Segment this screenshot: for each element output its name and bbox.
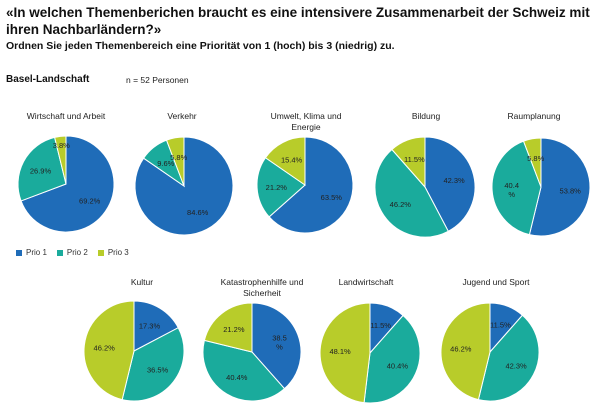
pie-slice-kultur-prio3 bbox=[83, 300, 135, 401]
pie-slice-landwirtschaft-prio3 bbox=[319, 302, 371, 404]
pie-jugend: 11.5% 42.3% 46.2% bbox=[440, 302, 540, 402]
pie-landwirtschaft: 11.5% 40.4% 48.1% bbox=[319, 302, 421, 404]
pie-value-bildung-prio2: 46.2% bbox=[390, 200, 412, 209]
pie-value-wirtschaft-prio3: 3.8% bbox=[53, 141, 70, 150]
pie-slice-umwelt-prio2 bbox=[256, 157, 306, 218]
legend-label-prio1: Prio 1 bbox=[26, 248, 47, 257]
pie-slice-katastrophen-prio2 bbox=[202, 339, 286, 402]
pie-slice-wirtschaft-prio3 bbox=[54, 135, 67, 185]
pie-title-wirtschaft: Wirtschaft und Arbeit bbox=[26, 111, 106, 121]
pie-title-verkehr: Verkehr bbox=[167, 111, 197, 121]
pie-value-kultur-prio3: 46.2% bbox=[94, 343, 116, 352]
pie-value-umwelt-prio2: 21.2% bbox=[266, 183, 288, 192]
pie-value-raumplanung-prio3: 5.8% bbox=[527, 154, 544, 163]
pie-value-wirtschaft-prio2: 26.9% bbox=[30, 167, 52, 176]
pie-value-katastrophen-prio3: 21.2% bbox=[223, 325, 245, 334]
sample-size: n = 52 Personen bbox=[126, 75, 189, 85]
pie-value-umwelt-prio1: 63.5% bbox=[321, 193, 343, 202]
pie-slice-kultur-prio1 bbox=[133, 300, 179, 352]
pie-slice-kultur-prio2 bbox=[121, 327, 185, 402]
pie-katastrophen: 38.5 % 40.4% 21.2% bbox=[202, 302, 302, 402]
pie-value-landwirtschaft-prio2: 40.4% bbox=[387, 361, 409, 370]
pie-slice-jugend-prio3 bbox=[440, 302, 491, 401]
pie-value-bildung-prio3: 11.5% bbox=[404, 155, 425, 164]
pie-slice-landwirtschaft-prio2 bbox=[363, 314, 421, 404]
pie-slice-katastrophen-prio3 bbox=[203, 302, 253, 353]
pie-value-landwirtschaft-prio3: 48.1% bbox=[329, 347, 351, 356]
pie-slice-verkehr-prio1 bbox=[134, 136, 234, 236]
pie-title-umwelt: Umwelt, Klima und Energie bbox=[270, 111, 342, 132]
legend-swatch-prio2 bbox=[56, 249, 63, 256]
pie-kultur: 17.3% 36.5% 46.2% bbox=[83, 300, 185, 402]
pie-value-kultur-prio2: 36.5% bbox=[147, 366, 169, 375]
chart-title: «In welchen Themenberichen braucht es ei… bbox=[6, 5, 590, 37]
legend-item-prio1: Prio 1 bbox=[16, 248, 47, 257]
pie-slice-jugend-prio2 bbox=[477, 314, 540, 402]
pie-value-katastrophen-prio2: 40.4% bbox=[226, 373, 248, 382]
pie-value-umwelt-prio3: 15.4% bbox=[281, 156, 303, 165]
pie-value-verkehr-prio2: 9.6% bbox=[157, 159, 174, 168]
pie-value-wirtschaft-prio1: 69.2% bbox=[79, 196, 101, 205]
pie-value-kultur-prio1: 17.3% bbox=[139, 321, 161, 330]
pie-wirtschaft: 69.2% 26.9% 3.8% bbox=[17, 135, 115, 233]
pie-slice-verkehr-prio3 bbox=[165, 136, 185, 187]
pie-slice-bildung-prio1 bbox=[424, 136, 476, 232]
pie-value-katastrophen-prio1: 38.5% bbox=[272, 334, 287, 352]
pie-slice-katastrophen-prio1 bbox=[251, 302, 302, 390]
pie-title-bildung: Bildung bbox=[411, 111, 441, 121]
pie-value-bildung-prio1: 42.3% bbox=[443, 176, 465, 185]
pie-slice-raumplanung-prio2 bbox=[491, 140, 542, 236]
pie-title-katastrophen: Katastrophenhilfe und Sicherheit bbox=[220, 277, 304, 298]
pie-verkehr: 84.6% 9.6%5.8% bbox=[134, 136, 234, 236]
pie-title-kultur: Kultur bbox=[130, 277, 154, 287]
pie-slice-umwelt-prio1 bbox=[268, 136, 354, 234]
region-label: Basel-Landschaft bbox=[6, 74, 90, 85]
legend: Prio 1 Prio 2 Prio 3 bbox=[16, 248, 129, 257]
pie-bildung: 42.3% 46.2% 11.5% bbox=[374, 136, 476, 238]
pie-title-landwirtschaft: Landwirtschaft bbox=[338, 277, 394, 287]
legend-swatch-prio1 bbox=[16, 249, 22, 256]
pie-value-raumplanung-prio2: 40.4% bbox=[504, 181, 519, 199]
pie-title-raumplanung: Raumplanung bbox=[507, 111, 561, 121]
pie-slice-raumplanung-prio1 bbox=[528, 137, 591, 237]
pie-value-jugend-prio3: 46.2% bbox=[450, 345, 472, 354]
pie-value-landwirtschaft-prio1: 11.5% bbox=[370, 321, 391, 330]
pie-value-jugend-prio1: 11.5% bbox=[490, 321, 511, 330]
pie-value-verkehr-prio3: 5.8% bbox=[170, 153, 187, 162]
pie-slice-wirtschaft-prio2 bbox=[17, 136, 67, 202]
pie-umwelt: 63.5% 21.2% 15.4% bbox=[256, 136, 354, 234]
legend-item-prio2: Prio 2 bbox=[56, 248, 88, 257]
legend-label-prio2: Prio 2 bbox=[66, 248, 88, 257]
pie-slice-bildung-prio3 bbox=[391, 136, 426, 189]
pie-value-jugend-prio2: 42.3% bbox=[505, 362, 527, 371]
legend-swatch-prio3 bbox=[97, 249, 104, 256]
pie-raumplanung: 53.8% 40.4 % 5.8% bbox=[491, 137, 591, 237]
pie-value-raumplanung-prio1: 53.8% bbox=[560, 187, 582, 196]
chart-instruction: Ordnen Sie jeden Themenbereich eine Prio… bbox=[6, 40, 395, 52]
pie-slice-umwelt-prio3 bbox=[264, 136, 306, 186]
pie-slice-bildung-prio2 bbox=[374, 148, 449, 238]
pie-title-jugend: Jugend und Sport bbox=[462, 277, 530, 287]
pie-slice-wirtschaft-prio1 bbox=[20, 135, 115, 233]
pie-slice-raumplanung-prio3 bbox=[522, 137, 542, 188]
legend-item-prio3: Prio 3 bbox=[97, 248, 129, 257]
legend-label-prio3: Prio 3 bbox=[107, 248, 129, 257]
pie-value-verkehr-prio1: 84.6% bbox=[187, 208, 209, 217]
